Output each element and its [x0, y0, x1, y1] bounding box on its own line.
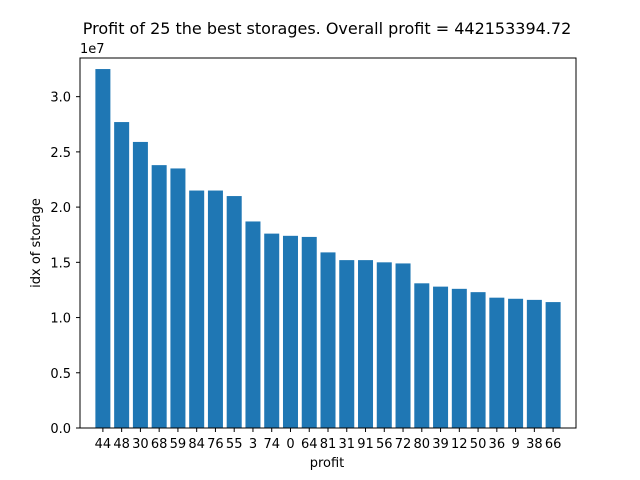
bar-0 [282, 235, 298, 428]
bar-68 [151, 165, 167, 428]
x-tick-label: 48 [113, 437, 130, 452]
bar-84 [189, 190, 205, 428]
x-tick-label: 50 [470, 437, 487, 452]
x-tick-label: 0 [286, 437, 294, 452]
x-tick-label: 72 [395, 437, 412, 452]
bar-36 [489, 297, 505, 428]
bar-56 [376, 262, 392, 428]
bar-9 [508, 298, 524, 428]
y-tick-label: 3.0 [50, 91, 71, 106]
x-tick-label: 76 [207, 437, 224, 452]
chart-title: Profit of 25 the best storages. Overall … [83, 19, 572, 38]
bar-74 [264, 233, 280, 428]
x-tick-label: 80 [414, 437, 431, 452]
x-tick-label: 84 [188, 437, 205, 452]
x-tick-label: 36 [489, 437, 506, 452]
bar-80 [414, 283, 430, 428]
y-tick-label: 2.0 [50, 201, 71, 216]
bar-76 [207, 190, 223, 428]
x-axis-label: profit [310, 456, 345, 471]
bar-91 [358, 260, 374, 428]
y-axis-offset-label: 1e7 [80, 42, 105, 57]
bar-44 [95, 69, 111, 429]
x-tick-label: 68 [151, 437, 168, 452]
y-tick-label: 1.5 [50, 256, 71, 271]
bar-50 [470, 292, 486, 428]
bar-31 [339, 260, 355, 428]
x-tick-label: 3 [249, 437, 257, 452]
x-tick-label: 66 [545, 437, 562, 452]
x-tick-label: 9 [511, 437, 519, 452]
x-tick-label: 38 [526, 437, 543, 452]
plot-area-frame [79, 57, 577, 429]
bars-group [95, 69, 561, 429]
x-tick-label: 12 [451, 437, 468, 452]
x-tick-label: 64 [301, 437, 318, 452]
bar-39 [433, 286, 449, 428]
x-tick-label: 81 [320, 437, 337, 452]
bar-48 [114, 122, 130, 429]
x-tick-label: 59 [170, 437, 187, 452]
bar-55 [226, 196, 242, 428]
y-tick-label: 0.5 [50, 367, 71, 382]
x-tick-label: 31 [338, 437, 355, 452]
bar-3 [245, 221, 261, 428]
x-tick-label: 91 [357, 437, 374, 452]
bar-72 [395, 263, 411, 428]
bar-81 [320, 252, 336, 428]
bar-66 [545, 302, 561, 428]
x-tick-label: 74 [263, 437, 280, 452]
x-tick-label: 39 [432, 437, 449, 452]
bar-64 [301, 236, 317, 428]
y-axis-label: idx of storage [29, 198, 44, 288]
y-tick-label: 2.5 [50, 146, 71, 161]
bar-38 [526, 299, 542, 428]
y-tick-label: 0.0 [50, 422, 71, 437]
bar-59 [170, 168, 186, 428]
bar-12 [451, 288, 467, 428]
x-tick-label: 56 [376, 437, 393, 452]
bar-30 [132, 141, 148, 428]
y-tick-label: 1.0 [50, 312, 71, 327]
x-tick-label: 44 [95, 437, 112, 452]
x-tick-label: 55 [226, 437, 243, 452]
y-axis-ticks: 0.0 0.5 1.0 1.5 2.0 2.5 3.0 [50, 91, 80, 437]
x-axis-ticks: 44 48 30 68 59 84 76 55 3 74 0 64 81 31 91 56 72 80 39 12 50… [95, 428, 562, 452]
x-tick-label: 30 [132, 437, 149, 452]
